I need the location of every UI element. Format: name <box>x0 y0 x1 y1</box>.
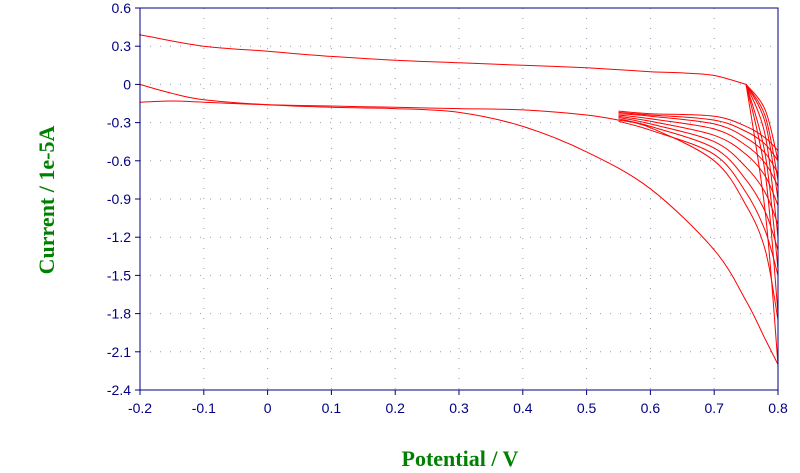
cv-trace-13 <box>745 84 779 270</box>
x-tick-label: 0 <box>264 400 272 416</box>
cv-trace-16 <box>745 84 779 180</box>
x-tick-label: 0.7 <box>704 400 724 416</box>
cv-trace-7 <box>618 114 779 187</box>
y-tick-label: 0.3 <box>112 38 132 54</box>
y-tick-label: -2.1 <box>107 344 131 360</box>
cv-trace-4 <box>618 118 779 251</box>
cv-trace-11 <box>745 84 779 365</box>
y-tick-label: -1.2 <box>107 229 131 245</box>
y-tick-label: -0.9 <box>107 191 131 207</box>
y-tick-label: -2.4 <box>107 382 131 398</box>
x-tick-label: 0.3 <box>449 400 469 416</box>
y-tick-label: 0.6 <box>112 0 132 16</box>
x-tick-label: 0.8 <box>768 400 788 416</box>
x-tick-label: 0.2 <box>385 400 405 416</box>
axis-ticks: -0.2 -0.1 0 0.1 0.2 0.3 0.4 0.5 0.6 0.7 0.8 0.6 0.3 0… <box>107 0 788 416</box>
x-tick-label: 0.5 <box>577 400 597 416</box>
cv-trace-6 <box>618 115 779 206</box>
cv-trace-15 <box>745 84 779 200</box>
x-tick-label: 0.1 <box>322 400 342 416</box>
x-tick-label: -0.1 <box>192 400 216 416</box>
cv-trace-3 <box>618 120 779 276</box>
x-tick-label: 0.6 <box>641 400 661 416</box>
y-tick-label: -1.5 <box>107 267 131 283</box>
voltammogram-traces <box>139 34 779 365</box>
y-tick-label: 0 <box>123 76 131 92</box>
cv-trace-1 <box>139 83 779 365</box>
x-axis-title: Potential / V <box>402 446 519 471</box>
y-tick-label: -0.6 <box>107 153 131 169</box>
y-tick-label: -1.8 <box>107 306 131 322</box>
cv-trace-5 <box>618 117 779 225</box>
cv-trace-9 <box>618 111 779 162</box>
x-tick-label: -0.2 <box>128 400 152 416</box>
cv-trace-14 <box>745 84 779 238</box>
cv-trace-2 <box>618 119 779 321</box>
anodic-sweep-bundle <box>139 100 619 121</box>
cv-trace-10 <box>618 110 779 151</box>
y-tick-label: -0.3 <box>107 115 131 131</box>
cv-trace-17 <box>745 84 779 161</box>
x-tick-label: 0.4 <box>513 400 533 416</box>
grid <box>140 8 778 390</box>
cathodic-sweep-bundle <box>139 34 747 85</box>
cv-trace-8 <box>618 113 779 174</box>
cv-trace-12 <box>745 84 779 314</box>
y-axis-title: Current / 1e-5A <box>34 126 59 275</box>
